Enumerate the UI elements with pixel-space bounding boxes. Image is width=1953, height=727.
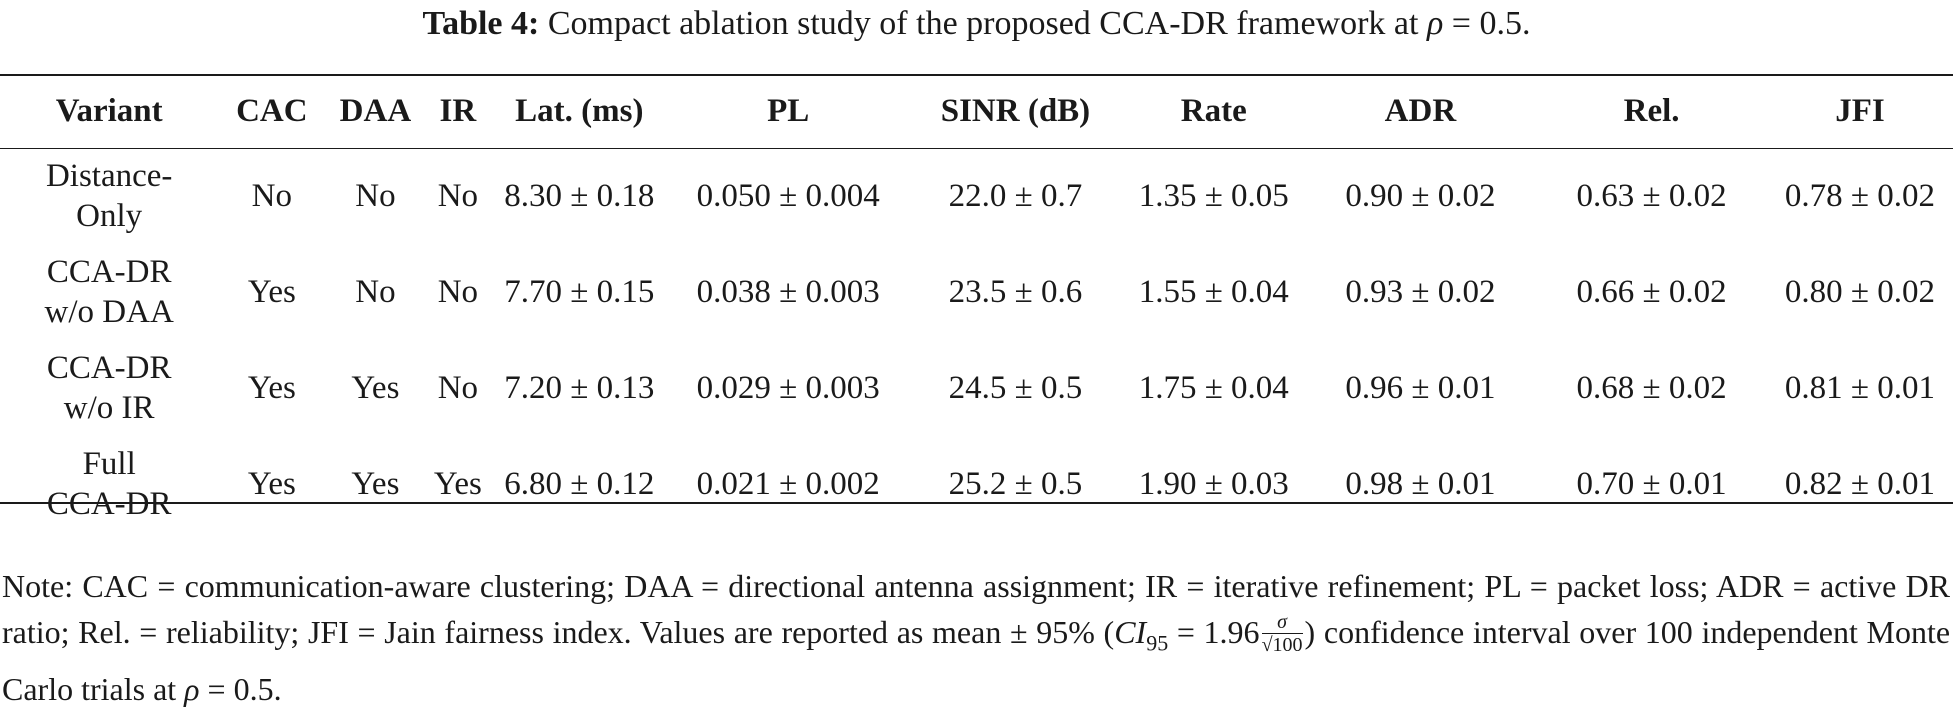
caption-text: Compact ablation study of the proposed C… bbox=[547, 5, 1419, 42]
variant-line: Full bbox=[82, 446, 136, 482]
table-top-rule bbox=[0, 74, 1953, 76]
variant-line: CCA-DR bbox=[46, 350, 172, 386]
note-ci-symbol: CI bbox=[1114, 614, 1147, 650]
cell-daa: Yes bbox=[351, 466, 400, 502]
table-caption: Table 4: Compact ablation study of the p… bbox=[0, 0, 1953, 46]
caption-rho-value: = 0.5. bbox=[1451, 5, 1531, 42]
variant-line: w/o IR bbox=[63, 390, 155, 426]
cell-daa: Yes bbox=[351, 370, 400, 406]
header-latency: Lat. (ms) bbox=[515, 92, 644, 129]
note-line-1: Note: CAC = communication-aware clusteri… bbox=[2, 568, 1476, 604]
table-row: CCA-DR w/o DAA Yes No No 7.70 ± 0.15 0.03… bbox=[0, 244, 1953, 340]
cell-pl: 0.029 ± 0.003 bbox=[696, 370, 880, 406]
header-daa: DAA bbox=[339, 92, 412, 129]
cell-sinr: 22.0 ± 0.7 bbox=[948, 178, 1083, 214]
cell-variant: Distance- Only bbox=[0, 148, 218, 244]
table-row: Distance- Only No No No 8.30 ± 0.18 0.050… bbox=[0, 148, 1953, 244]
cell-pl: 0.050 ± 0.004 bbox=[696, 178, 880, 214]
fraction-denominator: √100 bbox=[1261, 634, 1303, 657]
table-row: CCA-DR w/o IR Yes Yes No 7.20 ± 0.13 0.02… bbox=[0, 340, 1953, 436]
note-line-2: PL = packet loss; ADR = active DR ratio;… bbox=[2, 568, 1951, 650]
cell-latency: 8.30 ± 0.18 bbox=[504, 178, 655, 214]
header-rel: Rel. bbox=[1623, 92, 1680, 129]
note-rho-symbol: ρ bbox=[184, 671, 200, 708]
variant-line: CCA-DR bbox=[46, 486, 172, 522]
cell-ir: No bbox=[437, 178, 479, 214]
cell-ir: Yes bbox=[433, 466, 482, 502]
sigma-over-sqrt-fraction: σ √100 bbox=[1261, 611, 1303, 657]
header-pl: PL bbox=[767, 92, 810, 129]
cell-jfi: 0.81 ± 0.01 bbox=[1784, 370, 1935, 406]
note-ci-subscript: 95 bbox=[1146, 630, 1169, 656]
cell-rate: 1.75 ± 0.04 bbox=[1138, 370, 1289, 406]
cell-pl: 0.021 ± 0.002 bbox=[696, 466, 880, 502]
note-ci-eq: = 1.96 bbox=[1168, 614, 1260, 650]
note-ci-open: ( bbox=[1103, 614, 1115, 650]
header-variant: Variant bbox=[55, 92, 163, 129]
cell-rel: 0.63 ± 0.02 bbox=[1576, 178, 1727, 214]
variant-line: Only bbox=[76, 198, 143, 234]
variant-line: w/o DAA bbox=[44, 294, 174, 330]
cell-sinr: 23.5 ± 0.6 bbox=[948, 274, 1083, 310]
table-bottom-rule bbox=[0, 502, 1953, 504]
fraction-numerator: σ bbox=[1261, 611, 1303, 635]
table-note: Note: CAC = communication-aware clusteri… bbox=[2, 563, 1950, 712]
header-jfi: JFI bbox=[1835, 92, 1885, 129]
ablation-table: Variant CAC DAA IR Lat. (ms) PL SINR (dB… bbox=[0, 74, 1953, 532]
cell-variant: CCA-DR w/o IR bbox=[0, 340, 218, 436]
cell-adr: 0.98 ± 0.01 bbox=[1345, 466, 1496, 502]
cell-pl: 0.038 ± 0.003 bbox=[696, 274, 880, 310]
cell-cac: Yes bbox=[247, 466, 296, 502]
cell-latency: 7.20 ± 0.13 bbox=[504, 370, 655, 406]
cell-adr: 0.90 ± 0.02 bbox=[1345, 178, 1496, 214]
cell-sinr: 25.2 ± 0.5 bbox=[948, 466, 1083, 502]
cell-variant: CCA-DR w/o DAA bbox=[0, 244, 218, 340]
cell-jfi: 0.78 ± 0.02 bbox=[1784, 178, 1935, 214]
cell-ir: No bbox=[437, 274, 479, 310]
cell-adr: 0.93 ± 0.02 bbox=[1345, 274, 1496, 310]
table-row: Full CCA-DR Yes Yes Yes 6.80 ± 0.12 0.021… bbox=[0, 436, 1953, 532]
variant-line: Distance- bbox=[45, 158, 173, 194]
cell-jfi: 0.82 ± 0.01 bbox=[1784, 466, 1935, 502]
cell-latency: 7.70 ± 0.15 bbox=[504, 274, 655, 310]
cell-cac: Yes bbox=[247, 274, 296, 310]
header-sinr: SINR (dB) bbox=[940, 92, 1091, 129]
table-header-row: Variant CAC DAA IR Lat. (ms) PL SINR (dB… bbox=[0, 74, 1953, 148]
cell-rate: 1.35 ± 0.05 bbox=[1138, 178, 1289, 214]
caption-label: Table 4: bbox=[422, 5, 540, 42]
cell-sinr: 24.5 ± 0.5 bbox=[948, 370, 1083, 406]
cell-rate: 1.55 ± 0.04 bbox=[1138, 274, 1289, 310]
header-rate: Rate bbox=[1180, 92, 1247, 129]
header-ir: IR bbox=[439, 92, 477, 129]
cell-rel: 0.66 ± 0.02 bbox=[1576, 274, 1727, 310]
cell-rel: 0.70 ± 0.01 bbox=[1576, 466, 1727, 502]
cell-variant: Full CCA-DR bbox=[0, 436, 218, 532]
cell-cac: No bbox=[251, 178, 292, 214]
cell-daa: No bbox=[355, 274, 396, 310]
note-line-3: ) confidence interval over 100 independe… bbox=[2, 614, 1951, 708]
cell-rel: 0.68 ± 0.02 bbox=[1576, 370, 1727, 406]
variant-line: CCA-DR bbox=[46, 254, 172, 290]
cell-adr: 0.96 ± 0.01 bbox=[1345, 370, 1496, 406]
caption-rho-symbol: ρ bbox=[1426, 5, 1444, 42]
cell-jfi: 0.80 ± 0.02 bbox=[1784, 274, 1935, 310]
header-cac: CAC bbox=[236, 92, 308, 129]
cell-rate: 1.90 ± 0.03 bbox=[1138, 466, 1289, 502]
cell-ir: No bbox=[437, 370, 479, 406]
cell-daa: No bbox=[355, 178, 396, 214]
cell-latency: 6.80 ± 0.12 bbox=[504, 466, 655, 502]
cell-cac: Yes bbox=[247, 370, 296, 406]
note-rho-value: = 0.5. bbox=[207, 671, 282, 708]
table-header-rule bbox=[0, 148, 1953, 149]
header-adr: ADR bbox=[1384, 92, 1457, 129]
